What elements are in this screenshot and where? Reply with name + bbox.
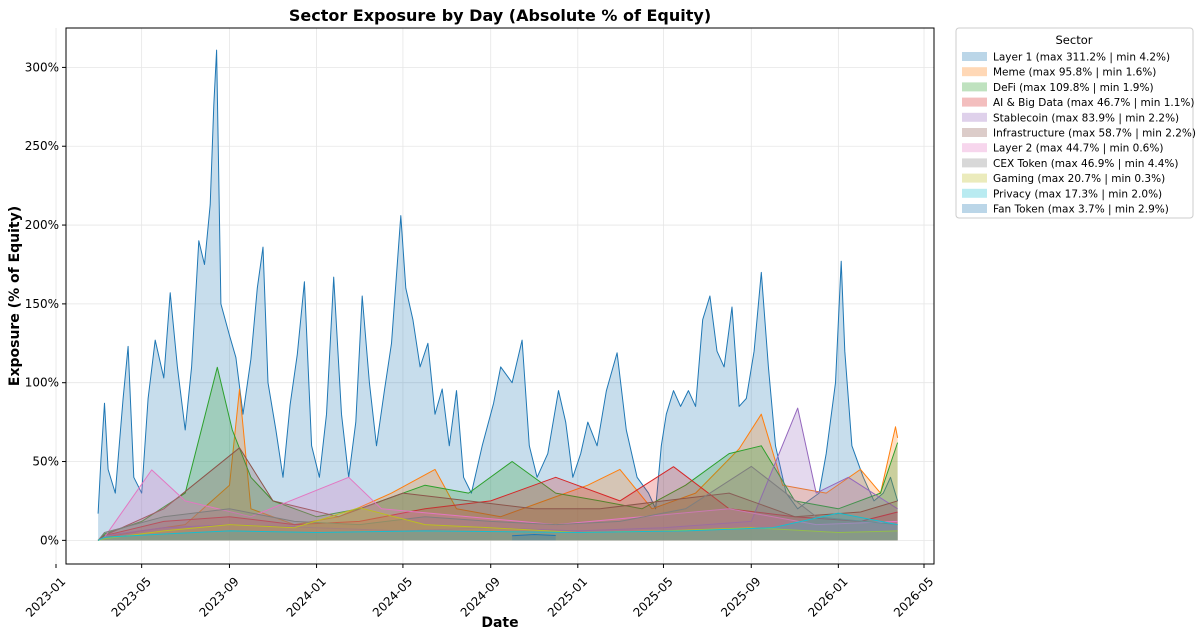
chart-title: Sector Exposure by Day (Absolute % of Eq… [289, 6, 711, 25]
y-axis: 0% 50% 100% 150% 200% 250% 300% [25, 60, 66, 547]
x-tick-label: 2024-05 [370, 574, 415, 619]
legend-label-cex-token: CEX Token (max 46.9% | min 4.4%) [993, 158, 1179, 170]
legend-label-layer-1: Layer 1 (max 311.2% | min 4.2%) [993, 52, 1170, 64]
legend-label-layer-2: Layer 2 (max 44.7% | min 0.6%) [993, 143, 1163, 155]
x-tick-label: 2025-09 [718, 574, 763, 619]
y-tick-label: 250% [25, 139, 59, 153]
series-stablecoin [97, 407, 898, 541]
legend-label-infrastructure: Infrastructure (max 58.7% | min 2.2%) [993, 128, 1196, 140]
line-privacy [97, 512, 898, 541]
line-layer-1 [97, 49, 899, 514]
legend-label-stablecoin: Stablecoin (max 83.9% | min 2.2%) [993, 112, 1179, 124]
line-infrastructure [97, 447, 898, 541]
x-tick-label: 2025-01 [545, 574, 590, 619]
legend-swatch-infrastructure [962, 128, 987, 137]
y-tick-label: 50% [32, 455, 59, 469]
x-tick-label: 2023-05 [109, 574, 154, 619]
area-fan-token [512, 534, 556, 541]
legend-label-defi: DeFi (max 109.8% | min 1.9%) [993, 82, 1154, 94]
legend-label-gaming: Gaming (max 20.7% | min 0.3%) [993, 173, 1165, 185]
line-cex-token [97, 465, 898, 541]
line-defi [97, 366, 899, 541]
x-tick-label: 2023-09 [196, 574, 241, 619]
legend-swatch-privacy [962, 188, 987, 198]
x-tick-label: 2024-01 [284, 574, 329, 619]
plot-frame [65, 27, 935, 565]
y-tick-label: 150% [25, 297, 59, 311]
x-tick-label: 2026-01 [805, 574, 850, 619]
grid [55, 28, 934, 564]
x-tick-label: 2025-05 [630, 574, 675, 619]
legend: Sector Layer 1 (max 311.2% | min 4.2%) Me… [955, 27, 1196, 219]
series-cex-token [97, 465, 898, 541]
series-ai-big-data [97, 466, 898, 541]
legend-swatch-defi [962, 82, 987, 92]
legend-label-privacy: Privacy (max 17.3% | min 2.0%) [993, 188, 1162, 200]
series-layer-2 [97, 469, 898, 541]
plot-background [66, 28, 934, 564]
legend-swatch-fan-token [962, 204, 987, 213]
legend-swatch-meme [962, 67, 987, 77]
legend-swatch-layer-2 [962, 143, 987, 153]
series-fan-token [512, 534, 556, 541]
line-stablecoin [97, 407, 898, 541]
series-infrastructure [97, 447, 898, 541]
legend-swatch-ai-big-data [962, 97, 987, 107]
x-tick-label: 2026-05 [891, 574, 936, 619]
area-layer-1 [98, 50, 898, 541]
line-ai-big-data [97, 466, 898, 541]
series-privacy [97, 512, 898, 541]
x-tick-label: 2023-01 [23, 574, 68, 619]
y-tick-label: 300% [25, 60, 59, 74]
series-layer-1 [97, 49, 899, 541]
area-layer-2 [98, 469, 898, 541]
x-axis: 2023-01 2023-05 2023-09 2024-01 2024-05 2024-… [23, 564, 936, 620]
legend-label-fan-token: Fan Token (max 3.7% | min 2.9%) [993, 204, 1169, 216]
series-layer [97, 49, 899, 541]
area-meme [98, 389, 898, 541]
legend-label-meme: Meme (max 95.8% | min 1.6%) [993, 67, 1156, 79]
line-gaming [97, 507, 898, 541]
x-tick-label: 2024-09 [458, 574, 503, 619]
y-axis-label: Exposure (% of Equity) [7, 206, 23, 386]
legend-box [955, 27, 1194, 219]
area-infrastructure [98, 447, 898, 541]
legend-title: Sector [1056, 33, 1093, 47]
line-fan-token [512, 534, 556, 537]
legend-label-ai-big-data: AI & Big Data (max 46.7% | min 1.1%) [993, 97, 1194, 109]
y-tick-label: 0% [40, 533, 59, 547]
y-tick-label: 100% [25, 376, 59, 390]
legend-swatch-stablecoin [962, 112, 987, 122]
x-axis-label: Date [481, 615, 518, 631]
area-privacy [98, 513, 898, 541]
legend-swatch-layer-1 [962, 52, 987, 61]
line-layer-2 [97, 469, 898, 541]
legend-swatch-cex-token [962, 158, 987, 168]
legend-swatch-gaming [962, 173, 987, 183]
y-tick-label: 200% [25, 218, 59, 232]
